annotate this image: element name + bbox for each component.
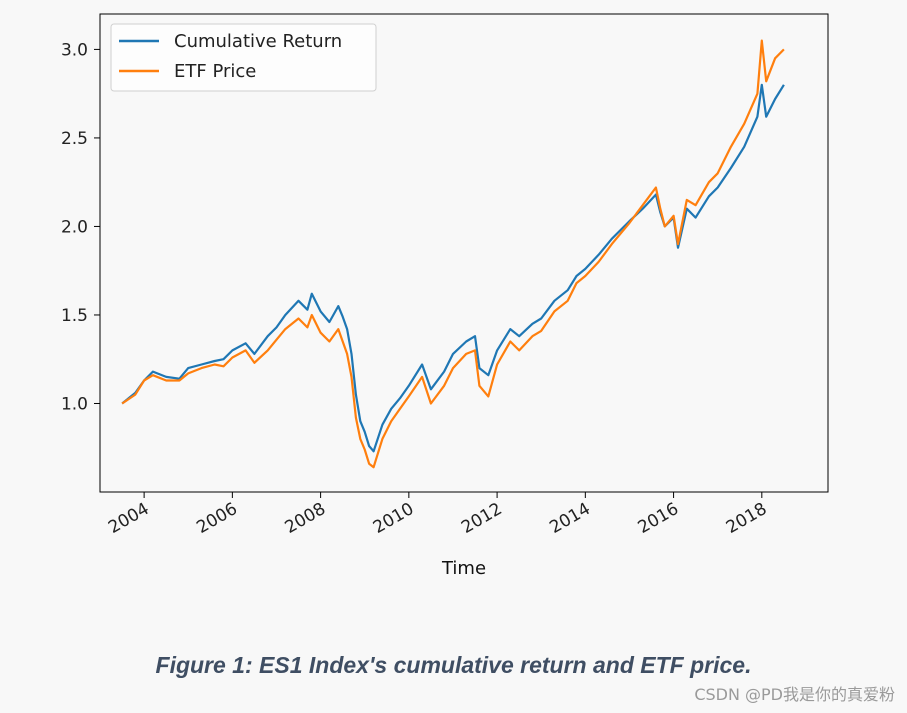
chart: 1.0 1.5 2.0 2.5 3.0 2004 2006 2008 2010 2012 2014… [61,13,829,579]
x-axis-label: Time [441,558,486,579]
series-layer [121,39,785,469]
x-tick-label: 2010 [370,499,417,538]
legend-label-etf-price: ETF Price [174,61,256,82]
legend-label-cumulative-return: Cumulative Return [174,31,342,52]
legend: Cumulative Return ETF Price [110,23,377,92]
y-tick-label: 2.0 [61,217,88,237]
x-tick-label: 2014 [546,499,593,538]
y-tick-label: 2.5 [61,129,88,149]
x-axis: 2004 2006 2008 2010 2012 2014 2016 2018 [105,492,770,538]
y-tick-label: 1.5 [61,306,88,326]
x-tick-label: 2012 [458,499,505,538]
series-line-cumulative-return [121,83,785,453]
x-tick-label: 2008 [282,499,329,538]
x-tick-label: 2016 [635,499,682,538]
axes-frame [99,13,829,493]
series-line-etf-price [121,39,785,469]
x-tick-label: 2004 [105,499,152,538]
x-tick-label: 2006 [193,499,240,538]
y-tick-label: 1.0 [61,394,88,414]
watermark: CSDN @PD我是你的真爱粉 [694,685,895,704]
y-axis: 1.0 1.5 2.0 2.5 3.0 [61,40,100,414]
legend-box [110,23,377,92]
y-tick-label: 3.0 [61,40,88,60]
x-tick-label: 2018 [723,499,770,538]
figure-caption: Figure 1: ES1 Index's cumulative return … [155,652,752,678]
plot-area [99,13,829,493]
